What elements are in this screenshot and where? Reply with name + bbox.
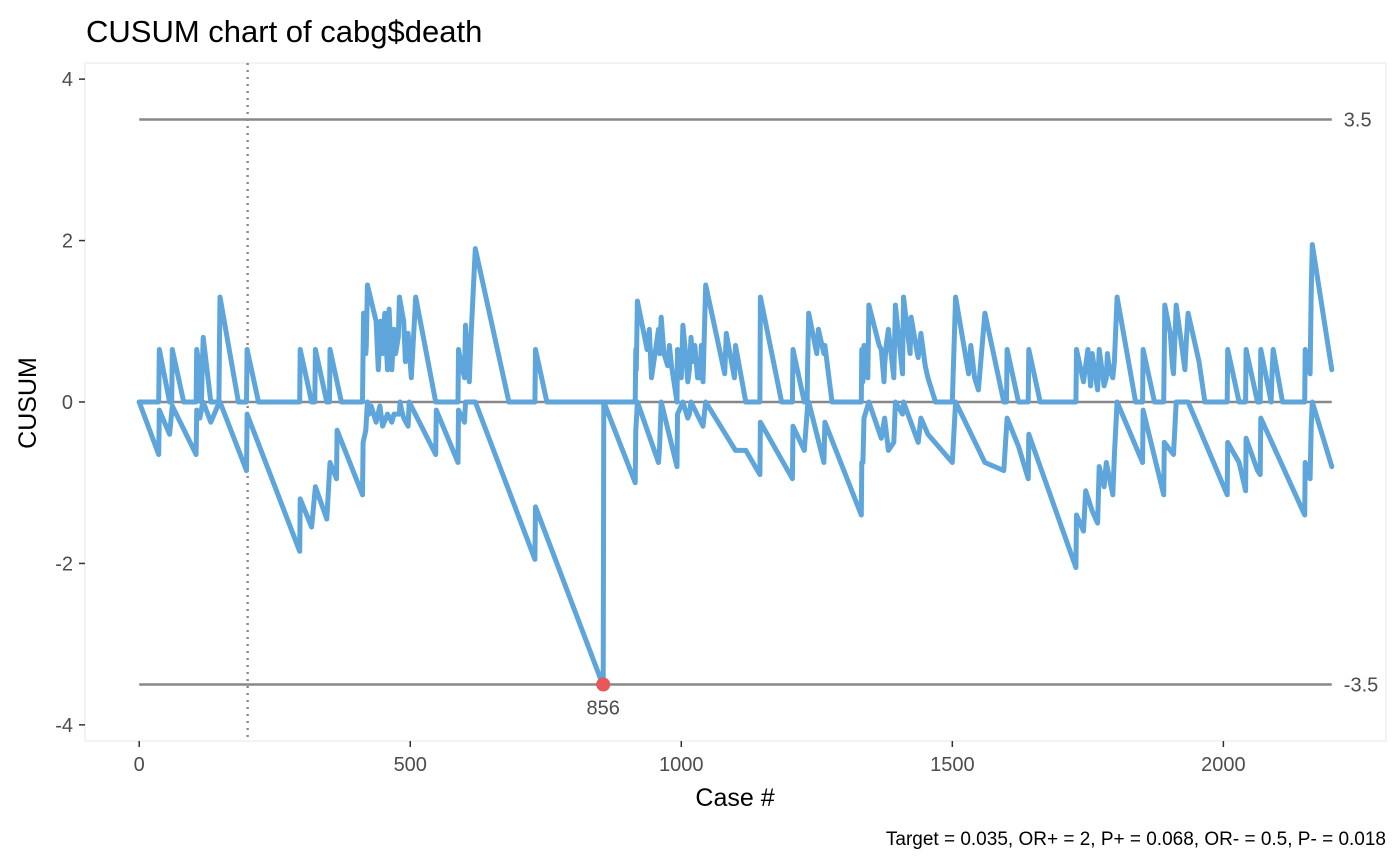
x-tick-label-1: 500 [394, 754, 427, 776]
y-tick-label-4: 4 [62, 69, 73, 91]
x-axis: 0 500 1000 1500 2000 [134, 741, 1246, 776]
y-tick-label-1: -2 [55, 553, 73, 575]
signal-label: 856 [587, 698, 620, 720]
cusum-series-upper [136, 242, 1335, 405]
x-axis-title: Case # [695, 784, 774, 812]
y-tick-label-2: 0 [62, 392, 73, 414]
y-axis-title: CUSUM [14, 357, 42, 449]
series-lines [136, 242, 1335, 687]
signal-marker-group: 856 [587, 677, 620, 720]
x-tick-label-0: 0 [134, 754, 145, 776]
x-tick-label-4: 2000 [1201, 754, 1246, 776]
reference-lines: 3.5 -3.5 [139, 110, 1378, 697]
y-tick-label-0: -4 [55, 715, 73, 737]
chart-title: CUSUM chart of cabg$death [86, 14, 482, 49]
signal-point [596, 677, 611, 692]
chart-caption: Target = 0.035, OR+ = 2, P+ = 0.068, OR-… [886, 829, 1386, 850]
y-tick-label-3: 2 [62, 231, 73, 253]
cusum-series-lower [136, 399, 1335, 687]
limit-label-0: 3.5 [1344, 110, 1372, 132]
x-tick-label-3: 1500 [930, 754, 975, 776]
x-tick-label-2: 1000 [659, 754, 704, 776]
y-axis: -4 -2 0 2 4 [55, 69, 85, 737]
limit-label-2: -3.5 [1344, 675, 1378, 697]
